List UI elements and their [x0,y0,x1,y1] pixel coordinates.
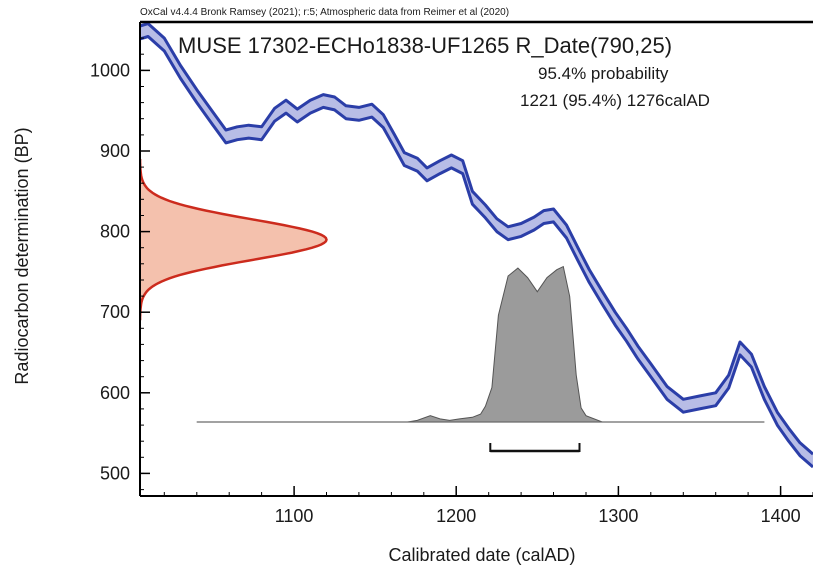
chart-title: MUSE 17302-ECHo1838-UF1265 R_Date(790,25… [178,33,672,58]
y-tick-label: 800 [100,222,130,242]
y-tick-label: 500 [100,463,130,483]
y-tick-label: 600 [100,383,130,403]
x-tick-label: 1200 [436,506,476,526]
plot-area [140,22,813,469]
plot-content [140,22,813,469]
measurement-distribution-outline [140,159,328,321]
calibration-curve-upper [140,22,813,456]
range-label: 1221 (95.4%) 1276calAD [520,91,710,110]
x-tick-label: 1100 [275,506,314,526]
calibration-curve-lower [140,35,813,469]
x-tick-label: 1300 [598,506,638,526]
y-tick-label: 900 [100,141,130,161]
measurement-distribution-fill [140,159,327,321]
y-tick-label: 1000 [90,60,130,80]
probability-label: 95.4% probability [538,64,669,83]
y-tick-label: 700 [100,302,130,322]
x-axis-title: Calibrated date (calAD) [388,545,575,565]
calibrated-date-distribution [196,265,765,423]
range-bracket [489,443,581,453]
x-tick-label: 1400 [761,506,801,526]
y-axis-title: Radiocarbon determination (BP) [12,127,32,384]
chart-header: OxCal v4.4.4 Bronk Ramsey (2021); r:5; A… [140,7,509,18]
axes: 500 600 700 800 900 1000 1100 1200 1300 1400 [90,20,813,526]
